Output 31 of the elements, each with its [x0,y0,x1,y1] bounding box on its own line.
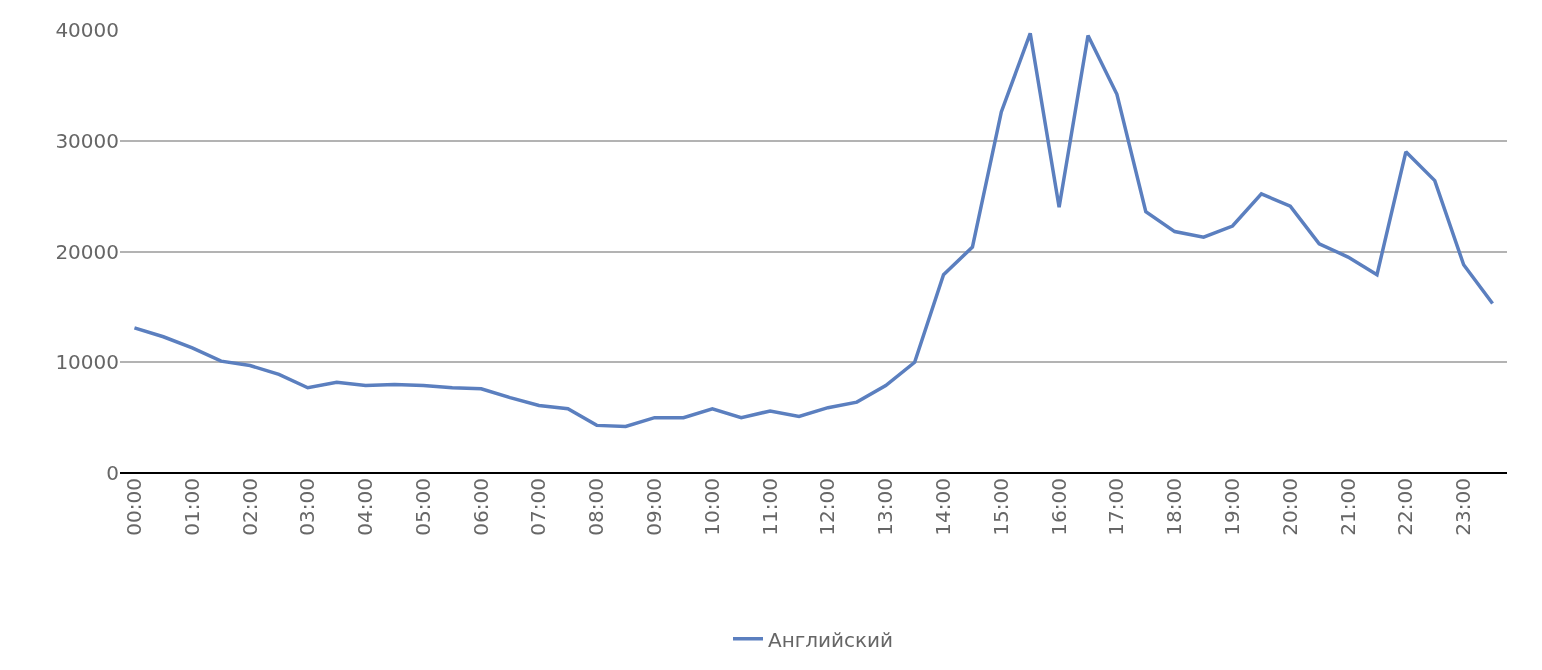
x-tick-label: 14:00 [931,478,956,536]
x-tick-label: 00:00 [121,478,146,536]
x-tick-label: 20:00 [1277,478,1302,536]
y-tick-label: 40000 [55,18,119,42]
x-tick-label: 16:00 [1046,478,1071,536]
x-tick-label: 21:00 [1335,478,1360,536]
y-tick-label: 30000 [55,128,119,153]
x-tick-label: 01:00 [179,478,204,536]
x-tick-label: 23:00 [1451,478,1476,536]
x-tick-label: 18:00 [1162,478,1187,536]
x-tick-label: 08:00 [584,478,609,536]
line-series [132,31,1495,429]
y-tick-label: 0 [106,461,119,485]
x-tick-label: 09:00 [642,478,667,536]
x-tick-label: 10:00 [699,478,724,536]
x-tick-label: 07:00 [526,478,551,536]
x-tick-label: 19:00 [1219,478,1244,536]
x-tick-label: 05:00 [410,478,435,536]
x-tick-label: 11:00 [757,478,782,536]
legend-label: Английский [768,627,894,652]
x-tick-label: 15:00 [988,478,1013,536]
x-tick-label: 22:00 [1393,478,1418,536]
x-tick-label: 03:00 [295,478,320,536]
x-tick-label: 13:00 [873,478,898,536]
x-tick-label: 02:00 [237,478,262,536]
x-tick-label: 17:00 [1104,478,1129,536]
y-tick-label: 10000 [55,350,119,375]
x-tick-label: 12:00 [815,478,840,536]
x-tick-label: 06:00 [468,478,493,536]
x-tick-label: 04:00 [353,478,378,536]
y-tick-label: 20000 [55,239,119,264]
